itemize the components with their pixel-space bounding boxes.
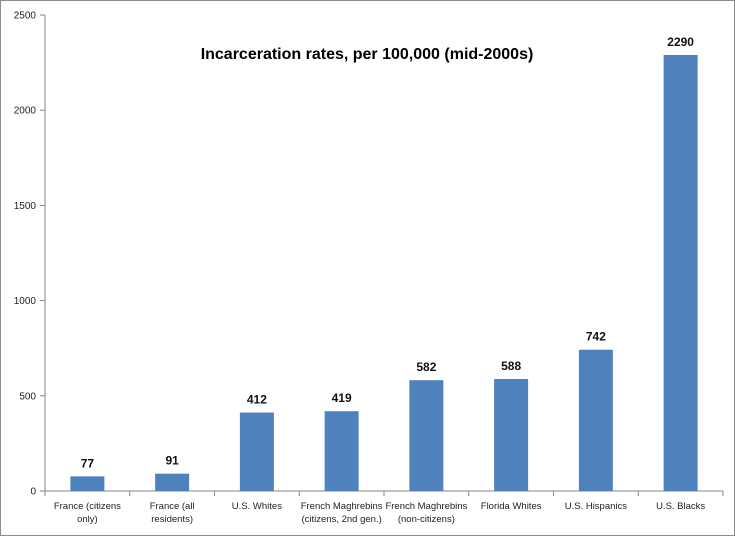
bar xyxy=(409,380,444,491)
axes: 0 500 1000 1500 2000 2500 xyxy=(14,11,724,498)
bar xyxy=(494,379,529,491)
category-label: U.S. Whites xyxy=(232,501,282,512)
y-tick-label: 2000 xyxy=(14,106,37,117)
category-label: only) xyxy=(77,514,98,525)
category-label: (non-citizens) xyxy=(398,514,455,525)
data-label: 2290 xyxy=(667,35,694,49)
bar xyxy=(578,349,613,491)
data-label: 91 xyxy=(165,454,179,468)
category-label: French Maghrebins xyxy=(301,501,383,512)
bar xyxy=(324,411,359,491)
category-label: France (citizens xyxy=(54,501,121,512)
labels: 77 France (citizens only) 91 France (all resi… xyxy=(54,35,706,525)
y-tick-label: 2500 xyxy=(14,11,37,22)
bar xyxy=(663,54,698,491)
bar xyxy=(239,412,274,491)
chart-title: Incarceration rates, per 100,000 (mid-20… xyxy=(201,46,534,63)
data-label: 582 xyxy=(416,360,436,374)
y-tick-label: 1000 xyxy=(14,296,37,307)
bars xyxy=(70,54,698,491)
category-label: France (all xyxy=(150,501,195,512)
category-label: U.S. Blacks xyxy=(656,501,705,512)
data-label: 588 xyxy=(501,359,521,373)
data-label: 419 xyxy=(332,391,352,405)
y-tick-label: 1500 xyxy=(14,201,37,212)
y-tick-label: 0 xyxy=(30,487,36,498)
category-label: residents) xyxy=(151,514,193,525)
category-label: U.S. Hispanics xyxy=(565,501,628,512)
data-label: 77 xyxy=(81,456,95,470)
category-label: (citizens, 2nd gen.) xyxy=(301,514,381,525)
data-label: 742 xyxy=(586,330,606,344)
y-tick-label: 500 xyxy=(19,391,36,402)
bar xyxy=(70,476,105,491)
data-label: 412 xyxy=(247,393,267,407)
bar xyxy=(155,473,190,491)
category-label: French Maghrebins xyxy=(385,501,467,512)
category-label: Florida Whites xyxy=(481,501,542,512)
